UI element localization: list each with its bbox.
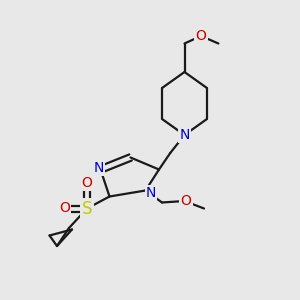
Text: N: N (94, 161, 104, 175)
Text: S: S (82, 200, 92, 217)
Text: O: O (82, 176, 92, 190)
Text: O: O (181, 194, 191, 208)
Text: O: O (196, 29, 206, 43)
Text: O: O (59, 202, 70, 215)
Text: N: N (146, 186, 156, 200)
Text: N: N (179, 128, 190, 142)
